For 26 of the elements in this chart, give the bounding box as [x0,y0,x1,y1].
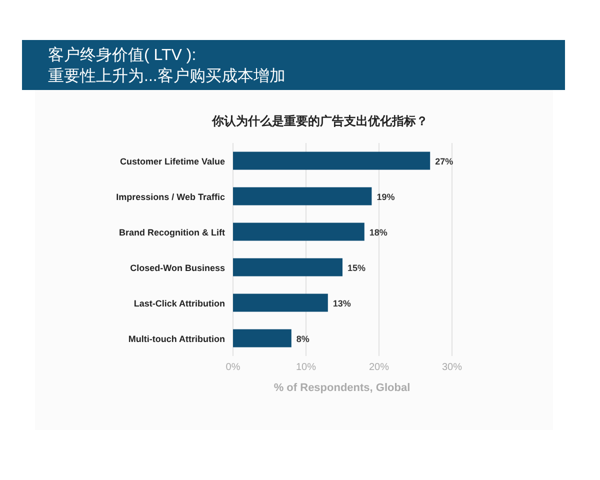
bar [233,222,364,241]
text: 你认为什么是重要的广告支出优化指标？ [211,114,428,128]
data-label: 19% [376,192,395,202]
chart-title: 客户终身价值( LTV ): [48,46,196,64]
y-tick-label: Multi-touch Attribution [128,334,225,344]
bar [233,258,342,276]
y-tick-label: Closed-Won Business [130,262,225,273]
data-label: 13% [332,298,351,308]
data-label: 15% [348,262,366,273]
bar [233,187,372,206]
x-tick-label: 20% [368,362,390,373]
data-label: 18% [369,227,388,238]
bar [233,152,430,170]
y-tick-label: Last-Click Attribution [134,298,225,308]
x-axis-title: % of Respondents, Global [274,382,410,394]
x-tick-label: 10% [296,362,316,373]
data-label: 8% [296,334,310,344]
data-label: 27% [435,156,454,166]
bar [233,329,292,348]
y-tick-label: Brand Recognition & Lift [119,227,225,238]
bar [233,294,328,312]
chart-subtitle: 重要性上升为...客户购买成本增加 [48,67,286,85]
x-tick-label: 0% [226,362,240,373]
y-tick-label: Impressions / Web Traffic [116,192,225,202]
x-tick-label: 30% [442,362,462,373]
y-tick-label: Customer Lifetime Value [120,156,225,166]
